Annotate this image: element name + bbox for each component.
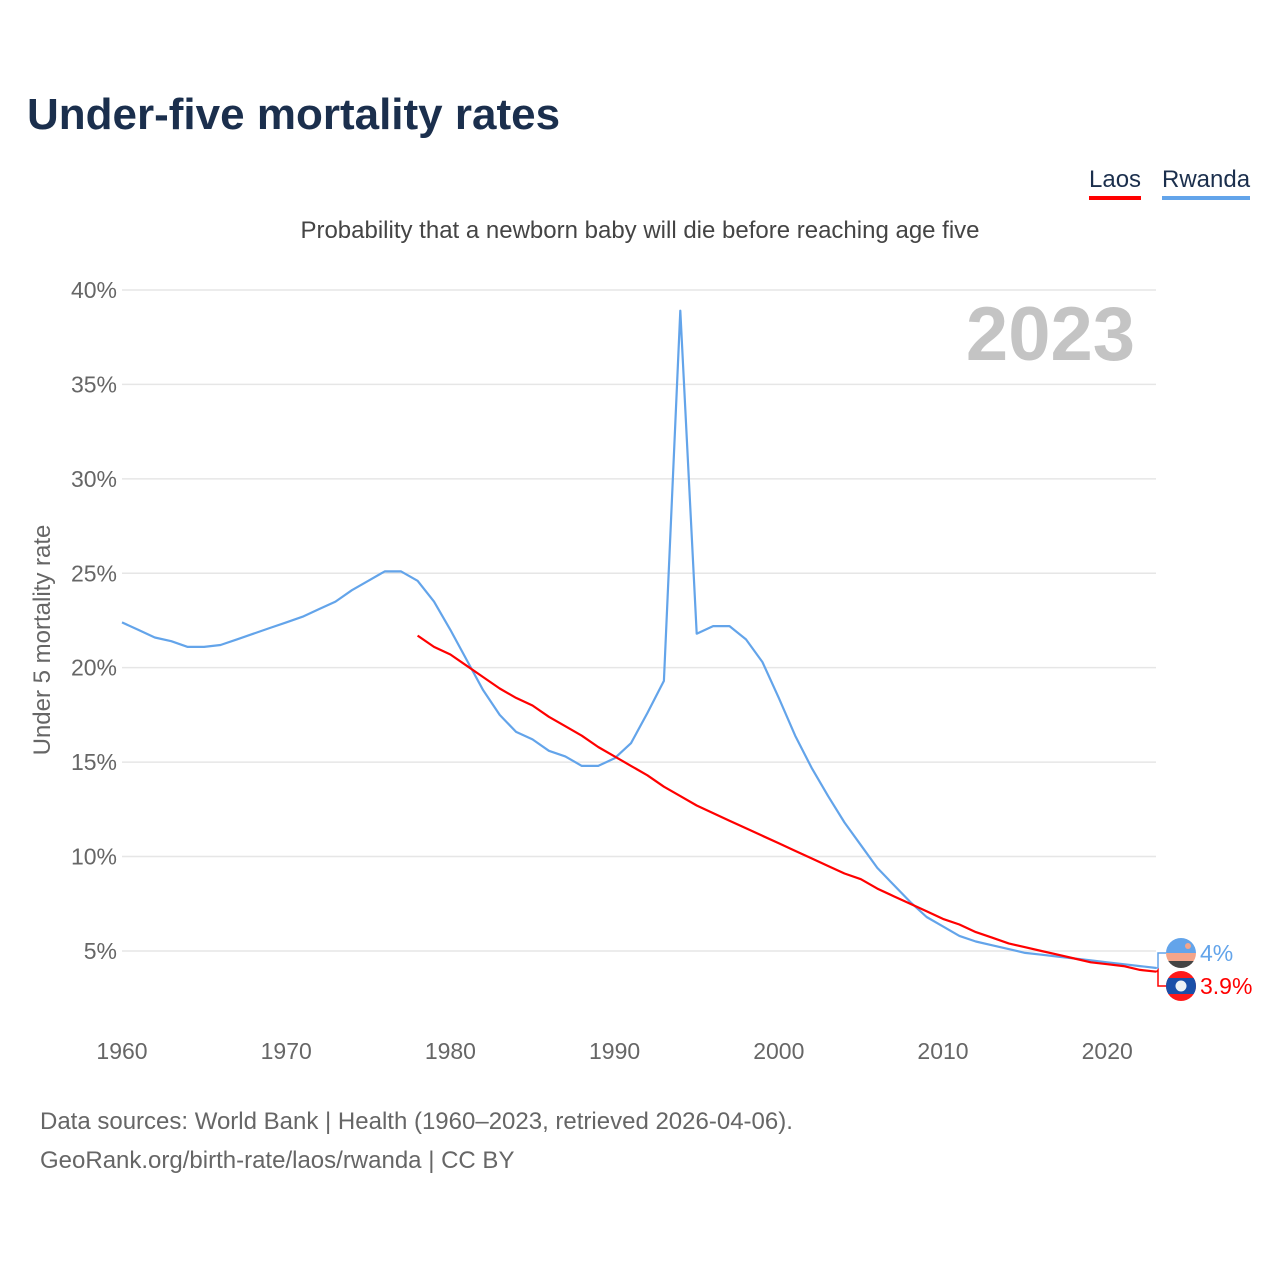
series-line-laos [416,634,1157,973]
end-label-laos: 3.9% [1200,973,1252,999]
x-tick-label: 2010 [917,1038,968,1064]
x-tick-label: 2000 [753,1038,804,1064]
x-tick-label: 1970 [261,1038,312,1064]
source-line: Data sources: World Bank | Health (1960–… [40,1108,793,1135]
series-line-rwanda [121,309,1157,970]
legend-rwanda[interactable]: Rwanda [1162,166,1251,200]
rwanda-flag-icon [1166,938,1196,968]
connector-rwanda [1156,952,1166,969]
chart-title: Under-five mortality rates [27,90,561,139]
end-label-rwanda: 4% [1200,940,1233,966]
x-tick-label: 1980 [425,1038,476,1064]
y-tick-label: 40% [71,277,117,303]
y-tick-label: 25% [71,560,117,586]
y-tick-label: 20% [71,655,117,681]
legend-laos[interactable]: Laos [1089,166,1142,200]
y-axis-label: Under 5 mortality rate [29,525,56,756]
y-tick-label: 15% [71,749,117,775]
year-label: 2023 [966,292,1135,377]
x-tick-label: 1960 [96,1038,147,1064]
connector-laos [1155,968,1166,987]
y-tick-label: 10% [71,844,117,870]
y-tick-label: 5% [84,938,117,964]
x-tick-label: 1990 [589,1038,640,1064]
y-tick-label: 35% [71,371,117,397]
chart-subtitle: Probability that a newborn baby will die… [300,217,980,244]
y-tick-label: 30% [71,466,117,492]
laos-flag-icon [1166,971,1196,1001]
source-url[interactable]: GeoRank.org/birth-rate/laos/rwanda | CC … [40,1147,515,1174]
x-tick-label: 2020 [1082,1038,1133,1064]
